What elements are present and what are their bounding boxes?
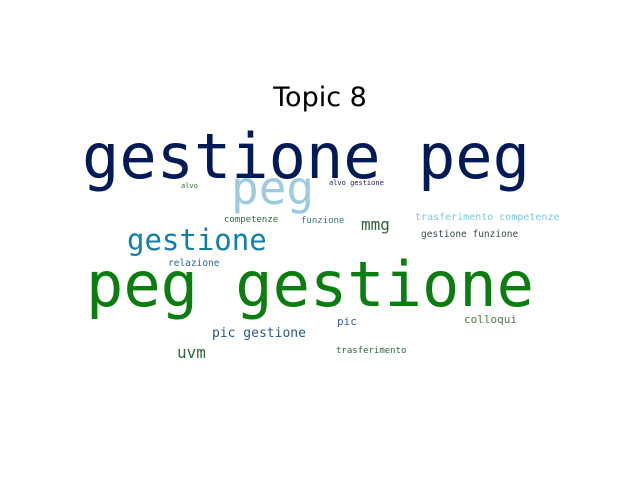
word-competenze: competenze: [224, 215, 279, 225]
word-colloqui: colloqui: [464, 313, 517, 326]
word-peg-gestione: peg gestione: [86, 248, 534, 321]
word-pic: pic: [337, 315, 357, 328]
word-relazione: relazione: [168, 258, 220, 269]
word-gestione: gestione: [127, 223, 267, 257]
word-gestione-peg: gestione peg: [82, 120, 530, 193]
word-funzione: funzione: [301, 216, 345, 226]
word-peg: peg: [231, 161, 315, 215]
word-pic-gestione: pic gestione: [212, 326, 306, 341]
word-alvo: alvo: [181, 182, 198, 190]
word-cloud: gestione peg peg gestione peg gestione m…: [80, 120, 560, 360]
word-trasferimento-competenze: trasferimento competenze: [415, 212, 560, 223]
chart-title: Topic 8: [273, 82, 367, 113]
word-uvm: uvm: [177, 343, 206, 361]
word-trasferimento: trasferimento: [336, 346, 407, 356]
word-mmg: mmg: [361, 215, 390, 234]
word-alvo-gestione: alvo gestione: [329, 179, 384, 187]
word-gestione-funzione: gestione funzione: [421, 229, 519, 240]
